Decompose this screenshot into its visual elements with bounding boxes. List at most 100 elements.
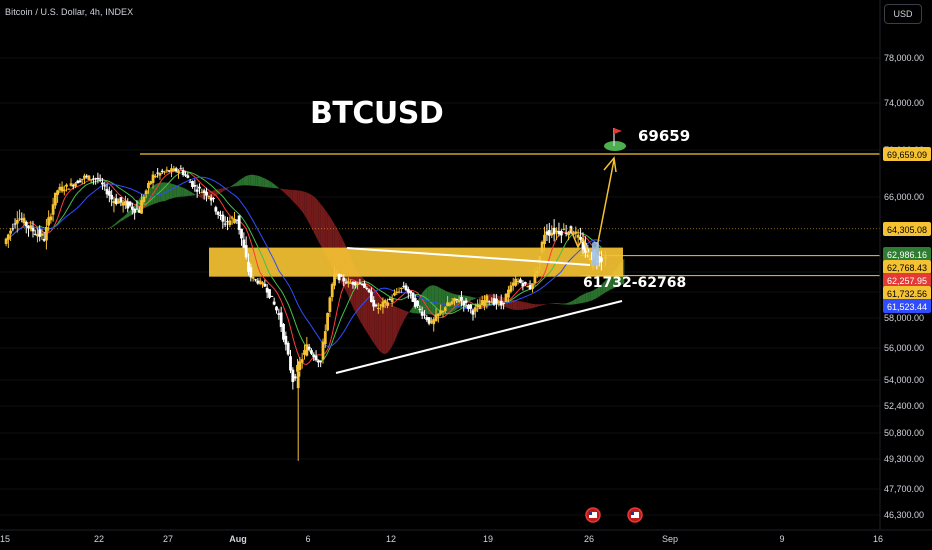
target-label: 69659 (638, 127, 691, 145)
economic-events[interactable] (585, 507, 643, 523)
x-tick-label: 12 (386, 534, 396, 544)
cloud-segment (239, 178, 242, 186)
cloud-segment (367, 282, 370, 337)
cloud-segment (535, 304, 539, 308)
candle-body (244, 245, 248, 258)
candle-body (460, 296, 463, 301)
candle-body (469, 304, 473, 309)
currency-button[interactable]: USD (884, 4, 922, 24)
candle-body (455, 298, 459, 300)
candle-body (261, 282, 264, 285)
cloud-segment (533, 304, 536, 308)
candle-body (40, 233, 44, 236)
event-icon-canton (631, 512, 634, 515)
candle-body (545, 231, 549, 235)
cloud-segment (75, 229, 78, 231)
candle-body (492, 298, 496, 305)
candle-body (149, 181, 153, 184)
candle-body (531, 283, 534, 290)
cloud-segment (564, 303, 567, 305)
candle-body (448, 303, 452, 306)
candle-body (321, 341, 325, 360)
candle-body (284, 335, 288, 345)
cloud-segment (429, 285, 432, 315)
cloud-segment (471, 296, 474, 301)
projection-line (569, 159, 615, 271)
us-flag-event-icon[interactable] (585, 507, 601, 523)
cloud-segment (593, 289, 596, 300)
candle-body (58, 186, 62, 191)
candle-body (36, 234, 39, 237)
cloud-segment (278, 187, 282, 190)
candle-body (310, 350, 313, 354)
candle-body (406, 289, 410, 293)
y-tick-label: 56,000.00 (884, 343, 924, 353)
candle-body (65, 184, 68, 187)
cloud-segment (441, 288, 444, 316)
candle-body (74, 183, 77, 187)
cloud-segment (590, 290, 594, 301)
projection-arrowhead (603, 156, 617, 173)
cloud-segment (297, 190, 300, 209)
candle-body (562, 228, 566, 230)
triangle-trendlines (335, 247, 623, 374)
candle-body (172, 168, 176, 172)
candle-body (543, 234, 546, 245)
cloud-segment (531, 303, 534, 309)
us-flag-event-icon[interactable] (627, 507, 643, 523)
x-tick-label: 19 (483, 534, 493, 544)
candle-body (191, 181, 194, 188)
cloud-segment (411, 306, 414, 314)
candle-body (242, 239, 246, 248)
cloud-segment (431, 285, 435, 315)
candle-body (349, 282, 353, 284)
candle-body (235, 219, 239, 221)
cloud-segment (578, 295, 582, 304)
candle-body (381, 301, 385, 308)
cloud-segment (190, 191, 193, 196)
candle-body (279, 312, 283, 327)
cloud-segment (241, 177, 244, 186)
candle-body (142, 196, 146, 202)
cloud-segment (255, 175, 258, 187)
candle-body (121, 202, 125, 206)
cloud-segment (401, 309, 405, 325)
candle-body (409, 290, 413, 294)
cloud-segment (318, 201, 321, 246)
cloud-segment (408, 309, 412, 313)
cloud-segment (290, 189, 293, 202)
candle-body (337, 273, 341, 281)
candle-body (188, 181, 192, 183)
candle-body (557, 231, 561, 235)
candle-body (312, 354, 316, 358)
candle-body (497, 301, 501, 303)
cloud-segment (227, 187, 230, 189)
candle-body (151, 174, 155, 183)
candle-body (516, 280, 520, 282)
candle-body (480, 300, 484, 306)
cloud-segment (248, 174, 251, 186)
candle-body (137, 210, 141, 213)
cloud-segment (376, 291, 379, 351)
candle-body (163, 171, 166, 173)
candle-body (393, 293, 396, 296)
cloud-segment (588, 291, 591, 302)
cloud-segment (120, 217, 123, 222)
cloud-segment (160, 182, 163, 202)
cloud-segment (365, 280, 368, 334)
candle-body (427, 317, 431, 324)
cloud-segment (378, 294, 382, 353)
cloud-segment (246, 175, 249, 186)
candle-body (119, 197, 123, 203)
cloud-segment (557, 303, 560, 305)
candle-body (353, 282, 357, 286)
cloud-segment (397, 307, 400, 335)
candle-body (340, 275, 343, 277)
candle-body (282, 323, 285, 340)
y-tick-label: 54,000.00 (884, 375, 924, 385)
candle-body (9, 230, 12, 234)
y-tick-label: 58,000.00 (884, 313, 924, 323)
candle-body (114, 198, 118, 204)
candle-body (103, 185, 107, 187)
